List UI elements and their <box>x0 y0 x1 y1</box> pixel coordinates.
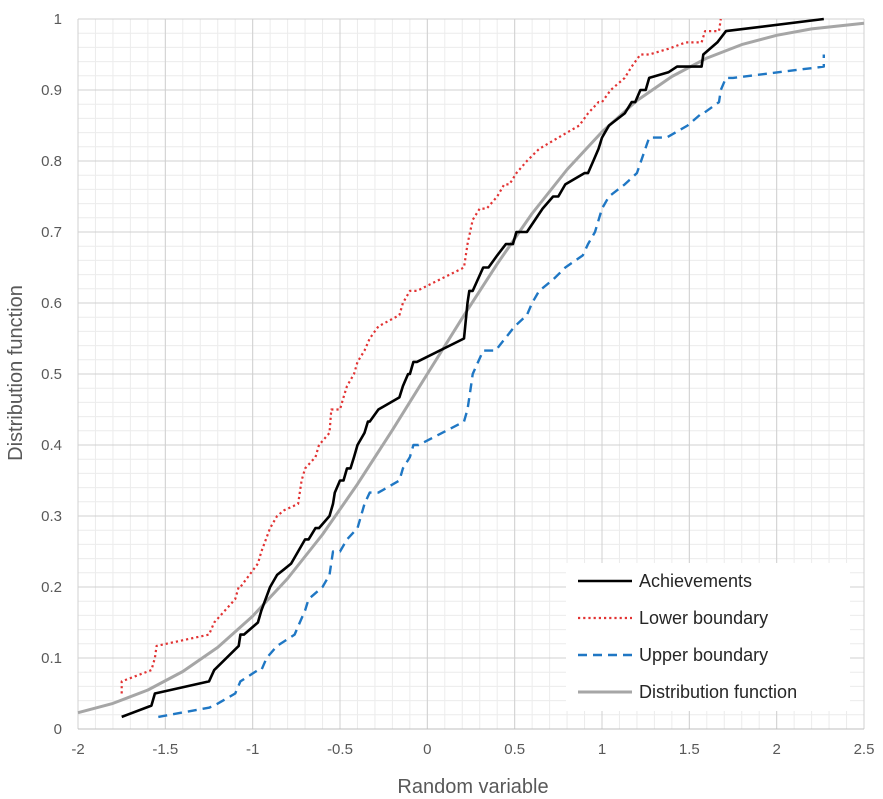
x-tick-label: 2 <box>772 741 780 758</box>
x-tick-label: 0 <box>423 741 431 758</box>
x-tick-label: 2.5 <box>854 741 875 758</box>
series-line-achievements <box>121 17 824 719</box>
y-tick-label: 0.2 <box>41 579 62 596</box>
series-line-distribution-function <box>77 21 865 715</box>
x-tick-label: -1 <box>246 741 259 758</box>
x-axis-tick-labels: -2 -1.5 -1 -0.5 0 0.5 1 1.5 2 2.5 <box>71 741 874 758</box>
x-tick-label: -1.5 <box>152 741 178 758</box>
y-axis-tick-labels: 0 0.1 0.2 0.3 0.4 0.5 0.6 0.7 0.8 0.9 1 <box>41 11 62 738</box>
series-line-upper-boundary <box>158 54 825 719</box>
legend-label: Distribution function <box>639 682 797 702</box>
x-tick-label: -0.5 <box>327 741 353 758</box>
legend-background <box>566 563 850 711</box>
y-tick-label: 1 <box>54 11 62 28</box>
y-tick-label: 0.4 <box>41 437 62 454</box>
y-tick-label: 0.6 <box>41 295 62 312</box>
series-line-lower-boundary <box>120 18 722 694</box>
series-lines <box>77 17 865 719</box>
x-axis-title: Random variable <box>397 776 548 798</box>
y-tick-label: 0.5 <box>41 366 62 383</box>
x-tick-label: 0.5 <box>504 741 525 758</box>
y-tick-label: 0.7 <box>41 224 62 241</box>
legend-label: Achievements <box>639 571 752 591</box>
y-tick-label: 0.1 <box>41 650 62 667</box>
y-tick-label: 0.8 <box>41 153 62 170</box>
x-tick-label: -2 <box>71 741 84 758</box>
y-axis-title: Distribution function <box>5 285 27 461</box>
legend-label: Lower boundary <box>639 608 768 628</box>
x-tick-label: 1.5 <box>679 741 700 758</box>
legend: Achievements Lower boundary Upper boundary… <box>566 563 850 711</box>
y-tick-label: 0 <box>54 721 62 738</box>
y-tick-label: 0.9 <box>41 82 62 99</box>
y-tick-label: 0.3 <box>41 508 62 525</box>
x-tick-label: 1 <box>598 741 606 758</box>
legend-label: Upper boundary <box>639 645 768 665</box>
